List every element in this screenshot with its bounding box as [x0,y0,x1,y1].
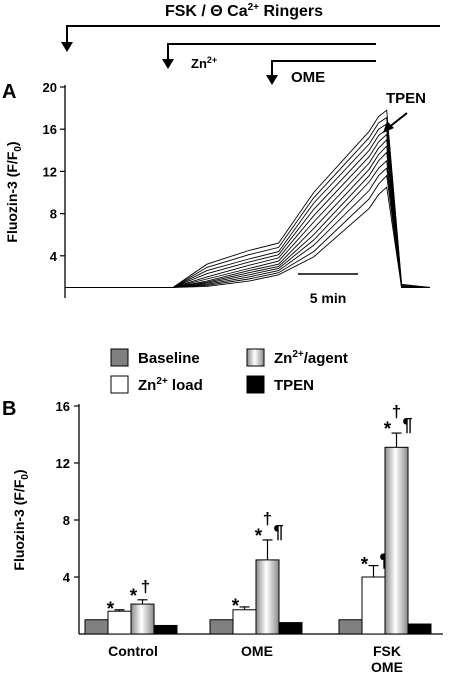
significance-star: * [255,526,263,547]
trace-line-2 [65,116,431,288]
panel-b-y-tick-label: 12 [56,456,70,471]
ome-bracket-line [271,60,376,80]
bar-baseline [338,619,363,635]
trace-line-9 [65,159,430,288]
zn-bracket-line [167,43,376,64]
panel-b-y-label: Fluozin-3 (F/F0) [11,469,31,570]
panel-a-y-label: Fluozin-3 (F/F0) [4,141,24,242]
category-label: OME [241,643,273,659]
panel-a-y-tick-label: 16 [43,122,57,137]
legend-swatch-zn-load [110,375,129,394]
legend-swatch-baseline [110,348,129,367]
bar-zn-load [361,576,386,635]
bar-zn-agent [130,603,155,635]
bar-baseline [209,619,234,635]
significance-pilcrow: ¶ [273,522,283,542]
category-label: Control [108,643,158,659]
legend-swatch-tpen [246,375,265,394]
trace-line-10 [65,167,430,288]
significance-dagger: † [263,509,272,528]
panel-b-y-ticks: 4 8 12 16 [56,399,79,585]
trace-line-8 [65,151,430,288]
significance-dagger: † [392,402,401,421]
bar-tpen [278,622,303,635]
panel-b-y-tick-label: 16 [56,399,70,414]
panel-b-letter: B [2,398,16,420]
ome-arrowhead [266,75,278,85]
tpen-annotation: TPEN [386,90,426,107]
bar-baseline [84,619,109,635]
zn-label: Zn2+ [191,55,217,71]
panel-a-y-tick-label: 20 [43,80,57,95]
legend-label-zn-load: Zn2+ load [138,376,203,394]
significance-pilcrow: ¶ [402,415,412,435]
legend: Baseline Zn2+ load Zn2+/agent TPEN [110,348,348,394]
legend-label-zn-agent: Zn2+/agent [274,349,348,367]
fsk-ringers-label: FSK / Θ Ca2+ Ringers [165,2,323,20]
bar-tpen [407,623,432,635]
significance-star: * [361,555,369,576]
trace-line-5 [65,133,431,288]
panel-a-traces [65,109,431,288]
panel-a-y-tick-label: 4 [50,249,58,264]
significance-dagger: † [141,577,150,596]
legend-label-tpen: TPEN [274,377,314,394]
fsk-bracket-line [66,25,440,47]
significance-star: * [107,599,115,620]
fsk-arrowhead [61,42,73,52]
panel-a-y-tick-label: 12 [43,164,57,179]
significance-star: * [232,596,240,617]
scale-bar-label: 5 min [310,290,347,306]
legend-swatch-zn-agent [246,348,265,367]
panel-b-y-tick-label: 8 [63,513,70,528]
panel-a-letter: A [2,81,16,103]
trace-line-11 [65,174,430,288]
panel-b-y-tick-label: 4 [63,570,71,585]
legend-label-baseline: Baseline [138,350,200,367]
significance-star: * [130,586,138,607]
significance-star: * [384,419,392,440]
bar-tpen [153,624,178,635]
trace-line-1 [65,109,431,288]
trace-line-12 [65,186,430,288]
panel-a-y-tick-label: 8 [50,207,57,222]
category-label: OME [371,659,403,674]
trace-line-7 [65,145,430,288]
bar-zn-agent [384,446,409,635]
category-label: FSK [373,643,401,659]
bar-zn-agent [255,559,280,635]
zn-arrowhead [162,59,174,69]
panel-a-y-ticks: 4 8 12 16 20 [43,80,65,264]
panel-b-bars: **†**¶†*¶*¶† [84,402,432,635]
ome-label: OME [291,69,325,86]
